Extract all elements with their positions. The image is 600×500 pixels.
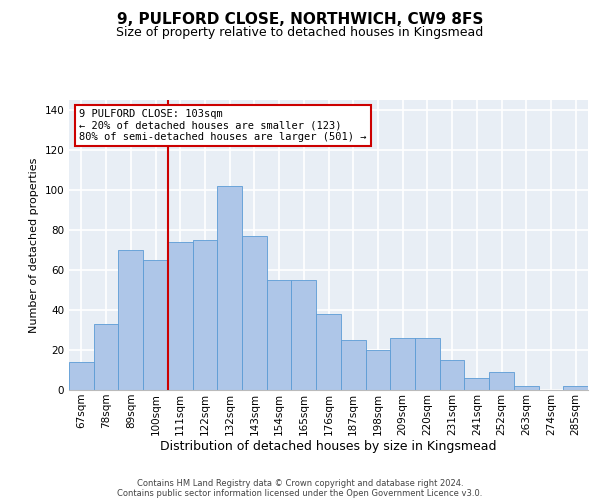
Bar	[94, 324, 118, 390]
Bar	[267, 280, 292, 390]
Bar	[563, 386, 588, 390]
Bar	[292, 280, 316, 390]
Bar	[316, 314, 341, 390]
Bar	[118, 250, 143, 390]
Text: Size of property relative to detached houses in Kingsmead: Size of property relative to detached ho…	[116, 26, 484, 39]
Bar	[193, 240, 217, 390]
Bar	[143, 260, 168, 390]
Bar	[217, 186, 242, 390]
Text: Contains public sector information licensed under the Open Government Licence v3: Contains public sector information licen…	[118, 488, 482, 498]
X-axis label: Distribution of detached houses by size in Kingsmead: Distribution of detached houses by size …	[160, 440, 497, 454]
Y-axis label: Number of detached properties: Number of detached properties	[29, 158, 39, 332]
Bar	[489, 372, 514, 390]
Text: Contains HM Land Registry data © Crown copyright and database right 2024.: Contains HM Land Registry data © Crown c…	[137, 478, 463, 488]
Bar	[390, 338, 415, 390]
Bar	[464, 378, 489, 390]
Bar	[365, 350, 390, 390]
Bar	[440, 360, 464, 390]
Text: 9 PULFORD CLOSE: 103sqm
← 20% of detached houses are smaller (123)
80% of semi-d: 9 PULFORD CLOSE: 103sqm ← 20% of detache…	[79, 108, 367, 142]
Bar	[242, 236, 267, 390]
Bar	[514, 386, 539, 390]
Bar	[69, 362, 94, 390]
Bar	[168, 242, 193, 390]
Bar	[415, 338, 440, 390]
Text: 9, PULFORD CLOSE, NORTHWICH, CW9 8FS: 9, PULFORD CLOSE, NORTHWICH, CW9 8FS	[117, 12, 483, 28]
Bar	[341, 340, 365, 390]
